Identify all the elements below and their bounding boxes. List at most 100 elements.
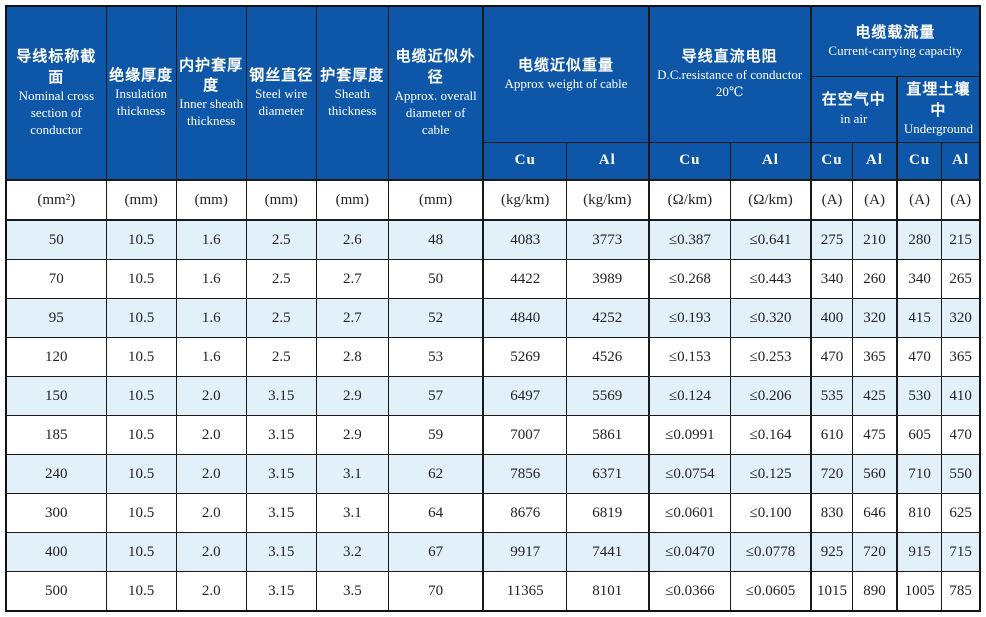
data-cell: 7441: [565, 532, 650, 572]
subgroup-header-en: in air: [840, 110, 868, 126]
data-cell: ≤0.268: [647, 259, 732, 299]
data-cell: ≤0.0754: [647, 454, 732, 494]
data-cell: 2.5: [245, 259, 317, 299]
unit-cell: (mm): [175, 179, 247, 221]
metal-header-weight-cu: Cu: [482, 141, 568, 181]
data-cell: 340: [809, 259, 854, 299]
data-cell: ≤0.0778: [730, 532, 812, 572]
data-cell: 2.5: [245, 298, 317, 338]
data-cell: ≤0.125: [730, 454, 812, 494]
unit-cell: (mm): [315, 179, 389, 221]
data-cell: 5861: [565, 415, 650, 455]
group-header-dc-resistance: 导线直流电阻 D.C.resistance of conductor 20℃: [647, 5, 812, 143]
group-header-en: Current-carrying capacity: [828, 42, 963, 58]
data-cell: ≤0.153: [647, 337, 732, 377]
group-header-approx-weight: 电缆近似重量 Approx weight of cable: [482, 5, 650, 143]
unit-cell: (mm²): [5, 179, 107, 221]
data-cell: 10.5: [105, 376, 177, 416]
unit-cell: (kg/km): [565, 179, 650, 221]
data-cell: 2.0: [175, 454, 247, 494]
data-cell: 59: [387, 415, 484, 455]
data-cell: 4252: [565, 298, 650, 338]
data-cell: 810: [895, 493, 943, 533]
col-header-zh: 内护套厚度: [179, 57, 244, 95]
data-cell: 425: [852, 376, 898, 416]
col-header-nominal-cross-section: 导线标称截面 Nominal cross section of conducto…: [5, 5, 107, 181]
data-cell: 2.8: [315, 337, 389, 377]
group-header-en: D.C.resistance of conductor: [657, 67, 803, 83]
data-cell: 785: [941, 571, 981, 612]
col-header-en: Steel wire diameter: [255, 86, 308, 119]
data-cell: 550: [941, 454, 981, 494]
data-cell: 4422: [482, 259, 568, 299]
unit-cell: (mm): [387, 179, 484, 221]
data-cell: 10.5: [105, 571, 177, 612]
unit-cell: (A): [809, 179, 854, 221]
data-cell: 64: [387, 493, 484, 533]
data-cell: 1.6: [175, 219, 247, 260]
data-cell: 280: [895, 219, 943, 260]
data-cell: 535: [809, 376, 854, 416]
unit-cell: (A): [895, 179, 943, 221]
data-cell: ≤0.387: [647, 219, 732, 260]
data-cell: 2.6: [315, 219, 389, 260]
data-cell: 265: [941, 259, 981, 299]
data-cell: 830: [809, 493, 854, 533]
units-row: (mm²) (mm) (mm) (mm) (mm) (mm) (kg/km) (kg/km)(…: [5, 179, 981, 221]
data-cell: 215: [941, 219, 981, 260]
data-cell: 3.1: [315, 454, 389, 494]
data-cell: 10.5: [105, 415, 177, 455]
data-cell: 6819: [565, 493, 650, 533]
data-cell: ≤0.124: [647, 376, 732, 416]
data-cell: 10.5: [105, 532, 177, 572]
table-row: 500 10.5 2.0 3.15 3.5 70 11365 8101 ≤0.0366 ≤0.06…: [5, 571, 981, 612]
data-cell: 1005: [895, 571, 943, 612]
table-row: 120 10.5 1.6 2.5 2.8 53 5269 4526 ≤0.153 ≤0.253 47…: [5, 337, 981, 377]
col-header-en: Nominal cross section of conductor: [18, 87, 95, 137]
col-header-en: Insulation thickness: [115, 86, 168, 119]
metal-header-resistance-cu: Cu: [647, 141, 732, 181]
data-cell: ≤0.100: [730, 493, 812, 533]
data-cell: ≤0.0605: [730, 571, 812, 612]
col-header-steel-wire-diameter: 钢丝直径 Steel wire diameter: [245, 5, 317, 181]
cable-spec-table: 导线标称截面 Nominal cross section of conducto…: [5, 5, 981, 612]
col-header-inner-sheath-thickness: 内护套厚度 Inner sheath thickness: [175, 5, 247, 181]
metal-header-underground-al: Al: [941, 141, 981, 181]
data-cell: 400: [5, 532, 107, 572]
data-cell: 1.6: [175, 337, 247, 377]
data-cell: 720: [809, 454, 854, 494]
data-cell: 70: [5, 259, 107, 299]
group-header-zh: 导线直流电阻: [681, 49, 778, 66]
data-cell: 2.9: [315, 415, 389, 455]
col-header-en: Approx. overall diameter of cable: [394, 87, 477, 137]
table-row: 240 10.5 2.0 3.15 3.1 62 7856 6371 ≤0.0754 ≤0.125…: [5, 454, 981, 494]
data-cell: ≤0.0601: [647, 493, 732, 533]
data-cell: 1.6: [175, 259, 247, 299]
metal-header-air-cu: Cu: [809, 141, 854, 181]
subgroup-header-in-air: 在空气中 in air: [809, 75, 898, 143]
data-cell: 10.5: [105, 493, 177, 533]
data-cell: 646: [852, 493, 898, 533]
data-cell: 400: [809, 298, 854, 338]
data-cell: 925: [809, 532, 854, 572]
table-body: 50 10.5 1.6 2.5 2.6 48 4083 3773 ≤0.387 ≤0.641 275…: [5, 219, 981, 612]
data-cell: 3773: [565, 219, 650, 260]
data-cell: 3.1: [315, 493, 389, 533]
col-header-en: Sheath thickness: [328, 86, 377, 119]
data-cell: 3.15: [245, 454, 317, 494]
table-row: 150 10.5 2.0 3.15 2.9 57 6497 5569 ≤0.124 ≤0.206 5…: [5, 376, 981, 416]
data-cell: 5569: [565, 376, 650, 416]
data-cell: 500: [5, 571, 107, 612]
data-cell: 365: [852, 337, 898, 377]
data-cell: 470: [809, 337, 854, 377]
data-cell: ≤0.193: [647, 298, 732, 338]
data-cell: 48: [387, 219, 484, 260]
data-cell: 3.15: [245, 415, 317, 455]
data-cell: 150: [5, 376, 107, 416]
data-cell: ≤0.0991: [647, 415, 732, 455]
data-cell: 2.9: [315, 376, 389, 416]
data-cell: 2.0: [175, 376, 247, 416]
data-cell: 3.15: [245, 571, 317, 612]
col-header-zh: 导线标称截面: [16, 49, 97, 86]
data-cell: 70: [387, 571, 484, 612]
